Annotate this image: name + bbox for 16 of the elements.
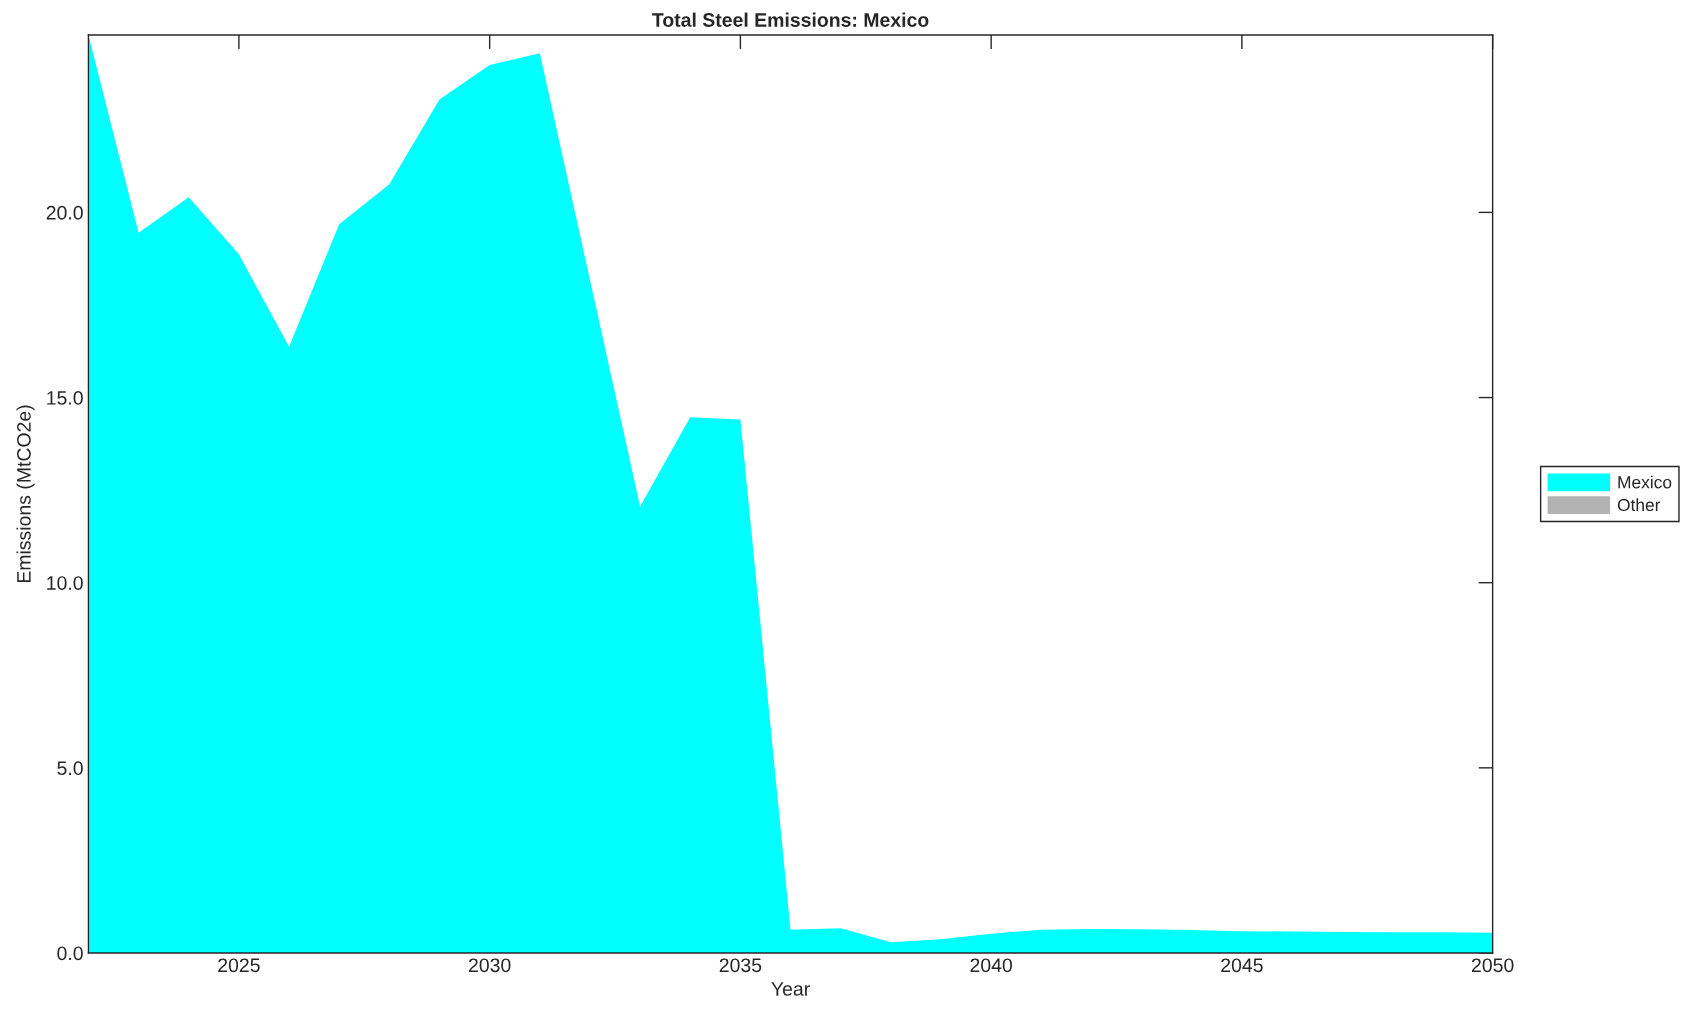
- legend-label: Mexico: [1618, 475, 1672, 489]
- x-axis-title: Year: [771, 982, 810, 996]
- y-tick-label: 15.0: [47, 391, 83, 405]
- chart-title: Total Steel Emissions: Mexico: [652, 12, 929, 27]
- x-tick-label: 2030: [468, 958, 511, 973]
- y-tick-label: 20.0: [46, 205, 83, 220]
- x-tick-label: 2045: [1221, 958, 1263, 973]
- x-tick-label: 2040: [970, 958, 1013, 973]
- x-tick-label: 2035: [719, 958, 762, 973]
- y-tick-label: 0.0: [57, 946, 83, 961]
- y-tick-label: 5.0: [57, 761, 83, 776]
- x-tick-label: 2025: [218, 958, 260, 973]
- legend-label: Other: [1617, 498, 1661, 512]
- x-tick-label: 2050: [1472, 958, 1514, 973]
- y-axis-title: Emissions (MtCO2e): [16, 405, 35, 583]
- y-tick-label: 10.0: [47, 576, 83, 590]
